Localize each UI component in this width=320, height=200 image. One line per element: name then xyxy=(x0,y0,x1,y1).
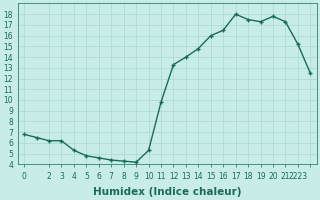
X-axis label: Humidex (Indice chaleur): Humidex (Indice chaleur) xyxy=(93,187,242,197)
